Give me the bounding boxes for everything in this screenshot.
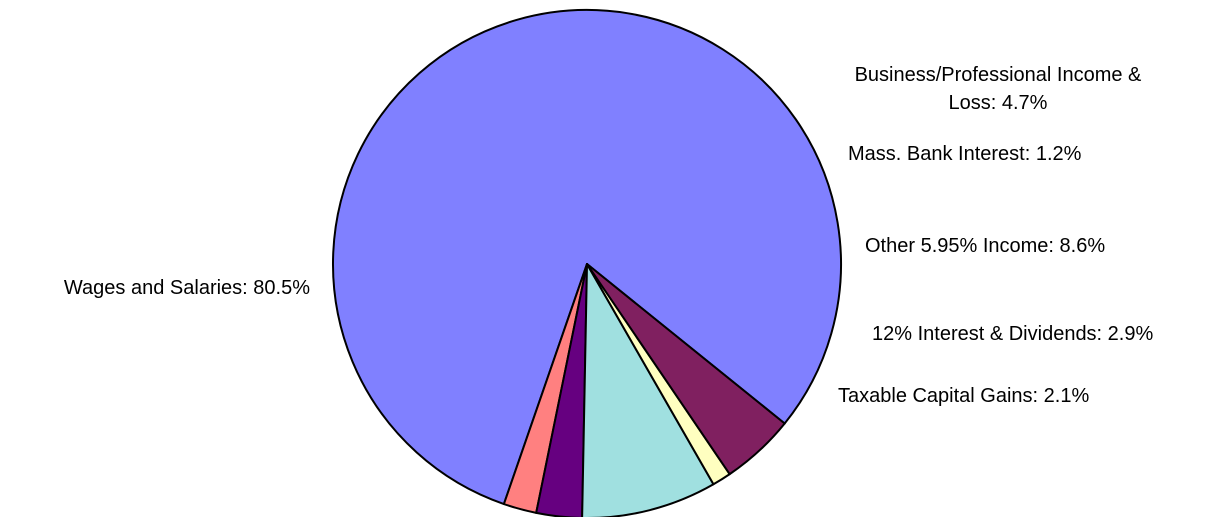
slice-label-taxable-capital-gains: Taxable Capital Gains: 2.1% — [838, 385, 1089, 407]
slice-label-business-professional-income-loss-line-2: Loss: 4.7% — [949, 92, 1048, 114]
slice-label-mass-bank-interest: Mass. Bank Interest: 1.2% — [848, 143, 1082, 165]
slice-label-other-5-95-income: Other 5.95% Income: 8.6% — [865, 235, 1105, 257]
pie-slices — [332, 9, 842, 519]
pie-slice-business-professional-income-loss — [586, 263, 786, 476]
slice-label-12-interest-dividends: 12% Interest & Dividends: 2.9% — [872, 323, 1153, 345]
pie-slice-wages-and-salaries — [332, 9, 842, 506]
slice-label-business-professional-income-loss-line-1: Business/Professional Income & — [855, 64, 1142, 86]
slice-label-wages-and-salaries: Wages and Salaries: 80.5% — [64, 277, 310, 299]
pie-labels: Wages and Salaries: 80.5% Taxable Capital… — [64, 64, 1154, 407]
